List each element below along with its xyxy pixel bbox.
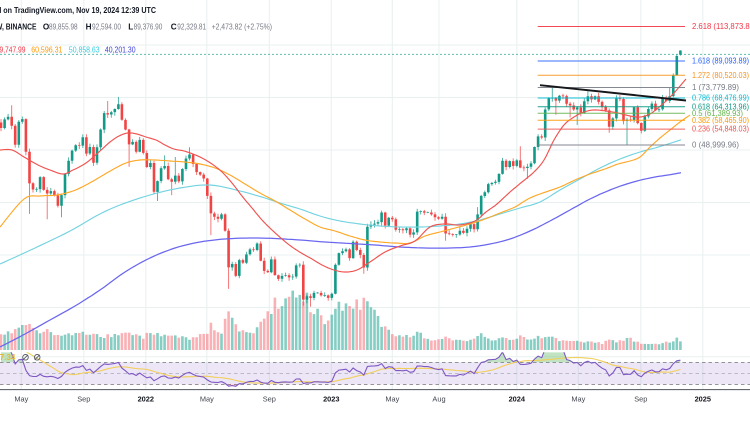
svg-text:1.272 (80,520.03): 1.272 (80,520.03)	[692, 71, 749, 80]
svg-text:50,858.63: 50,858.63	[69, 45, 100, 54]
svg-text:2022: 2022	[138, 395, 154, 404]
svg-text:+2,473.82 (+2.75%): +2,473.82 (+2.75%)	[212, 23, 273, 32]
svg-text:2025: 2025	[695, 395, 711, 404]
svg-text:0.786 (68,476.99): 0.786 (68,476.99)	[692, 94, 749, 103]
svg-text:92,594.00: 92,594.00	[92, 23, 121, 32]
svg-text:Aug: Aug	[432, 395, 445, 404]
svg-text:60,596.31: 60,596.31	[31, 45, 63, 54]
svg-text:2.618 (113,873.81: 2.618 (113,873.81	[692, 22, 750, 31]
svg-text:May: May	[14, 395, 28, 404]
svg-text:0.618 (64,313.96): 0.618 (64,313.96)	[692, 102, 749, 111]
svg-text:40,201.30: 40,201.30	[105, 45, 136, 54]
svg-text:1 (73,779.89): 1 (73,779.89)	[692, 83, 739, 92]
svg-text:0.382 (58,465.90): 0.382 (58,465.90)	[692, 116, 749, 125]
svg-text:Sep: Sep	[634, 395, 647, 404]
svg-text:1.618 (89,093.89): 1.618 (89,093.89)	[692, 57, 749, 66]
svg-text:2023: 2023	[323, 395, 339, 404]
svg-text:C: C	[171, 23, 177, 32]
svg-text:May: May	[385, 395, 399, 404]
svg-text:0 (48,999.96): 0 (48,999.96)	[692, 141, 739, 150]
svg-text:May: May	[571, 395, 585, 404]
svg-text:92,329.81: 92,329.81	[177, 23, 206, 32]
svg-text:0.236 (54,848.03): 0.236 (54,848.03)	[692, 125, 749, 134]
svg-text:2024: 2024	[509, 395, 526, 404]
svg-text:O: O	[43, 23, 50, 32]
svg-text:67.34: 67.34	[0, 353, 16, 362]
svg-text:May: May	[200, 395, 214, 404]
svg-text:H: H	[86, 23, 92, 32]
svg-text:89,376.90: 89,376.90	[134, 23, 163, 32]
svg-text:W, BINANCE: W, BINANCE	[0, 23, 37, 32]
svg-text:89,855.98: 89,855.98	[49, 23, 78, 32]
svg-text:0.5 (61,389.93): 0.5 (61,389.93)	[692, 109, 743, 118]
svg-text:Sep: Sep	[263, 395, 276, 404]
svg-text:L: L	[128, 23, 133, 32]
svg-text:79,747.99: 79,747.99	[0, 45, 26, 54]
svg-text:Sep: Sep	[77, 395, 90, 404]
svg-text:ed on TradingView.com, Nov 19,: ed on TradingView.com, Nov 19, 2024 12:3…	[0, 6, 156, 15]
